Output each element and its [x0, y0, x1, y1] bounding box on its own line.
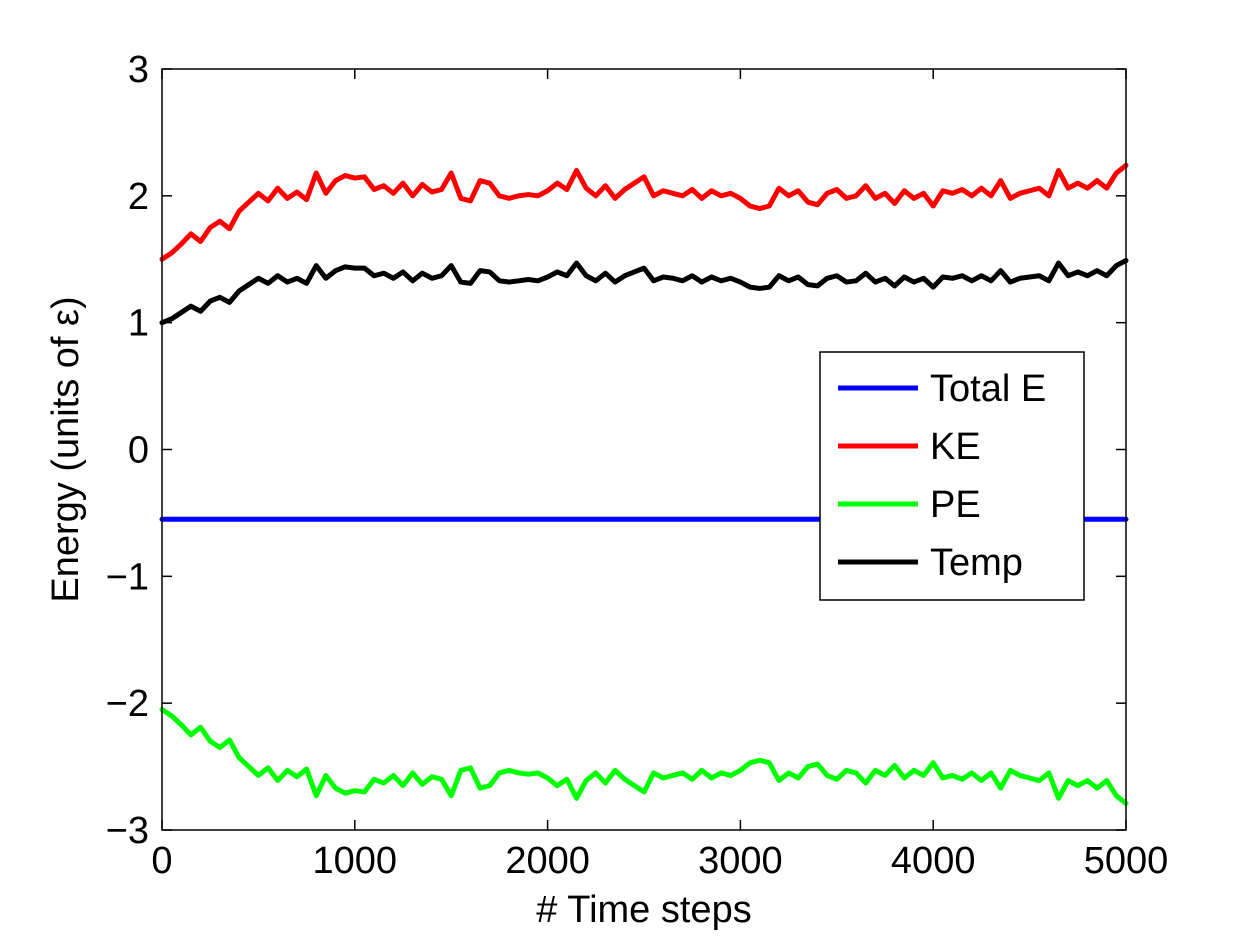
x-axis-label: # Time steps — [536, 889, 751, 931]
x-tick-label: 4000 — [891, 840, 976, 882]
y-tick-label: 2 — [128, 176, 149, 218]
y-tick-label: 0 — [128, 430, 149, 472]
legend: Total E KE PE Temp — [819, 351, 1085, 601]
legend-label-temp: Temp — [930, 542, 1023, 584]
legend-box — [819, 351, 1085, 601]
x-tick-label: 3000 — [698, 840, 783, 882]
legend-label-ke: KE — [930, 426, 981, 468]
x-tick-label: 2000 — [505, 840, 590, 882]
series-line-temp — [159, 258, 1129, 326]
y-tick-label: 1 — [128, 303, 149, 345]
x-tick-label: 5000 — [1084, 840, 1169, 882]
axes-layer: 0 1000 2000 3000 4000 5000 −3 −2 −1 0 1 2 3 — [106, 49, 1169, 882]
x-tick-label: 0 — [151, 840, 172, 882]
series-line-ke — [159, 162, 1129, 262]
series-line-pe — [159, 707, 1129, 806]
y-axis-label: Energy (units of ε) — [45, 296, 87, 602]
y-tick-label: −3 — [106, 810, 149, 852]
y-tick-label: −1 — [106, 556, 149, 598]
legend-label-total-e: Total E — [930, 368, 1046, 410]
y-tick-label: 3 — [128, 49, 149, 91]
legend-label-pe: PE — [930, 484, 981, 526]
y-tick-label: −2 — [106, 683, 149, 725]
x-tick-label: 1000 — [313, 840, 398, 882]
